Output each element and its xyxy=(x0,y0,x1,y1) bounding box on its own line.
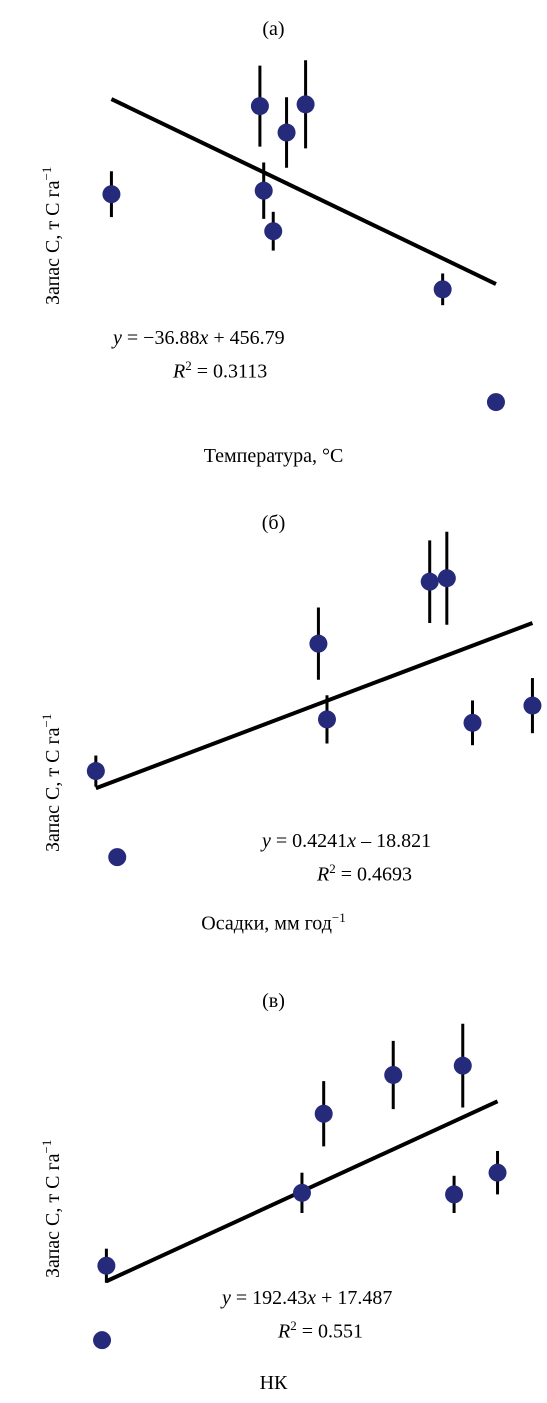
panel-b: (б) Запас C, т C га−1 y = 0.4241x – 18.8… xyxy=(0,470,547,940)
eq-tail: + 456.79 xyxy=(208,327,285,349)
data-point-3 xyxy=(309,634,328,653)
data-point-5 xyxy=(277,123,296,142)
data-point-2 xyxy=(93,1331,112,1350)
data-point-8 xyxy=(523,696,542,715)
panel-b-equation: y = 0.4241x – 18.821 xyxy=(262,830,431,853)
eq-x: x xyxy=(307,1287,317,1309)
data-point-5 xyxy=(384,1065,403,1084)
data-point-1 xyxy=(102,185,121,204)
panel-b-xlabel-text: Осадки, мм год xyxy=(201,912,332,935)
panel-c: (в) Запас C, т C га−1 y = 192.43x + 17.4… xyxy=(0,940,547,1403)
panel-c-xlabel: НК xyxy=(259,1372,288,1394)
r2-exp: 2 xyxy=(329,861,336,876)
data-point-6 xyxy=(445,1185,464,1204)
data-point-8 xyxy=(486,393,505,412)
panel-a: (а) Запас C, т C га−1 y = −36.88x + 456.… xyxy=(0,0,547,470)
data-point-7 xyxy=(433,280,452,299)
panel-b-xlabel-sup: −1 xyxy=(331,910,346,925)
r2-R: R xyxy=(317,863,330,886)
eq-tail: + 17.487 xyxy=(316,1287,393,1309)
panel-b-title: (б) xyxy=(261,512,286,534)
data-point-1 xyxy=(97,1256,116,1275)
data-point-4 xyxy=(314,1104,333,1123)
eq-x: x xyxy=(199,327,209,349)
data-point-2 xyxy=(108,848,127,867)
data-point-4 xyxy=(317,710,336,729)
r2-exp: 2 xyxy=(290,1318,297,1333)
data-point-2 xyxy=(250,97,269,116)
eq-tail: – 18.821 xyxy=(356,830,432,852)
data-point-7 xyxy=(453,1056,472,1075)
panel-c-title: (в) xyxy=(262,990,285,1012)
data-point-1 xyxy=(86,762,105,781)
panel-a-xlabel: Температура, °C xyxy=(203,445,344,467)
eq-y: y xyxy=(262,830,271,852)
trend-line xyxy=(110,97,497,286)
eq-rhs: = 192.43 xyxy=(230,1287,308,1309)
eq-rhs: = 0.4241 xyxy=(270,830,348,852)
r2-value: = 0.551 xyxy=(296,1320,363,1343)
eq-y: y xyxy=(113,327,122,349)
panel-b-plot xyxy=(86,531,542,867)
eq-x: x xyxy=(347,830,357,852)
panel-c-plot xyxy=(93,1023,507,1350)
panel-b-xlabel: Осадки, мм год−1 xyxy=(0,910,547,936)
data-point-6 xyxy=(437,569,456,588)
data-point-4 xyxy=(264,222,283,241)
panel-c-equation: y = 192.43x + 17.487 xyxy=(222,1287,392,1310)
panel-c-r2: R2 = 0.551 xyxy=(278,1318,363,1344)
panel-a-equation: y = −36.88x + 456.79 xyxy=(113,327,285,350)
data-point-8 xyxy=(488,1163,507,1182)
panel-a-r2: R2 = 0.3113 xyxy=(173,358,267,384)
r2-R: R xyxy=(278,1320,291,1343)
panel-a-title: (а) xyxy=(262,18,285,40)
data-point-7 xyxy=(463,713,482,732)
data-point-6 xyxy=(296,95,315,114)
panel-a-plot xyxy=(102,60,505,412)
data-point-3 xyxy=(254,181,273,200)
eq-rhs: = −36.88 xyxy=(121,327,200,349)
r2-R: R xyxy=(173,360,186,383)
eq-y: y xyxy=(222,1287,231,1309)
r2-value: = 0.3113 xyxy=(191,360,268,383)
r2-exp: 2 xyxy=(185,358,192,373)
panel-b-r2: R2 = 0.4693 xyxy=(317,861,412,887)
r2-value: = 0.4693 xyxy=(335,863,412,886)
trend-line xyxy=(95,621,534,791)
data-point-5 xyxy=(420,572,439,591)
data-point-3 xyxy=(292,1183,311,1202)
